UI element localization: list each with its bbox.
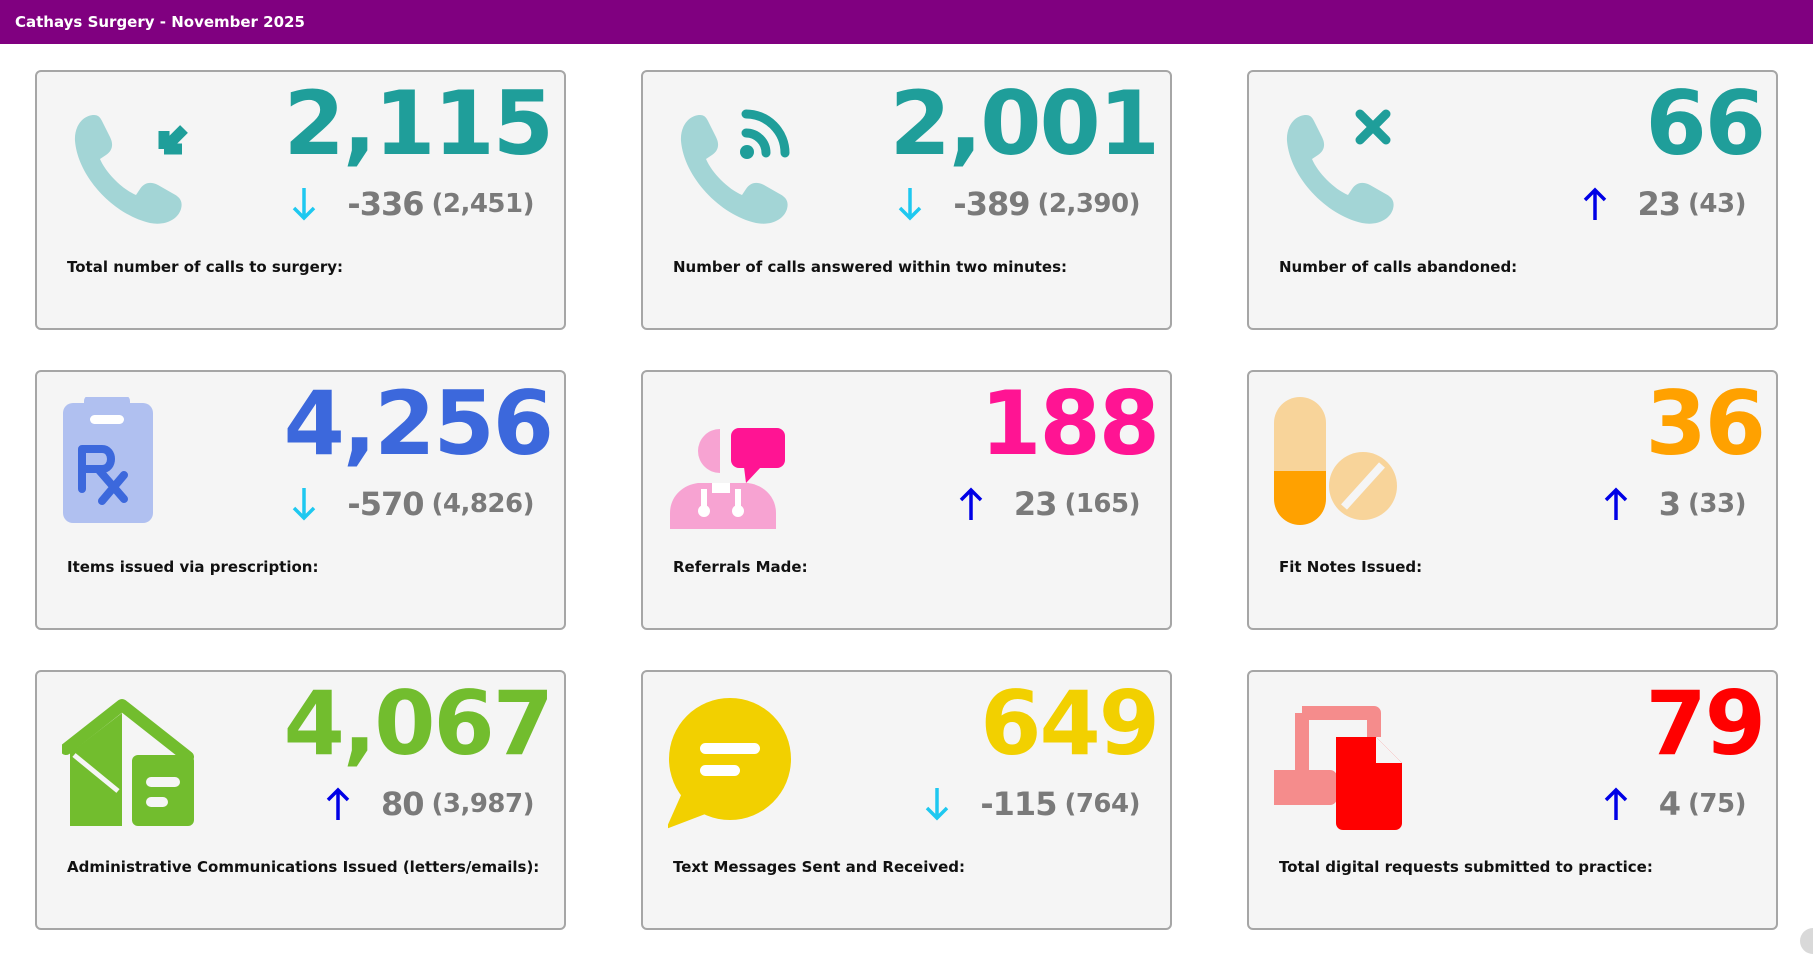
arrow-up-icon [323, 784, 353, 824]
kpi-value: 79 [1645, 672, 1766, 775]
kpi-delta: 23 [1637, 185, 1682, 223]
kpi-value: 2,001 [889, 72, 1160, 175]
arrow-down-icon [895, 184, 925, 224]
kpi-delta: 3 [1658, 485, 1681, 523]
digital-document-icon [1274, 697, 1414, 837]
kpi-change: -115 (764) [922, 784, 1140, 824]
kpi-label: Text Messages Sent and Received: [673, 858, 966, 876]
kpi-previous: (2,451) [431, 189, 534, 219]
kpi-change: -570 (4,826) [289, 484, 534, 524]
kpi-change: 23 (165) [956, 484, 1140, 524]
arrow-up-icon [1601, 484, 1631, 524]
kpi-card-calls-answered: 2,001 -389 (2,390) Number of calls answe… [641, 70, 1172, 330]
kpi-value: 66 [1645, 72, 1766, 175]
kpi-label: Fit Notes Issued: [1279, 558, 1423, 576]
kpi-label: Referrals Made: [673, 558, 808, 576]
phone-incoming-icon [62, 97, 202, 237]
arrow-up-icon [956, 484, 986, 524]
kpi-label: Number of calls abandoned: [1279, 258, 1518, 276]
kpi-previous: (764) [1064, 789, 1140, 819]
kpi-value: 188 [980, 372, 1160, 475]
report-title: Cathays Surgery - November 2025 [15, 13, 305, 31]
arrow-down-icon [289, 184, 319, 224]
kpi-delta: -570 [347, 485, 424, 523]
kpi-card-referrals: 188 23 (165) Referrals Made: [641, 370, 1172, 630]
kpi-card-text-messages: 649 -115 (764) Text Messages Sent and Re… [641, 670, 1172, 930]
kpi-change: 3 (33) [1601, 484, 1746, 524]
kpi-change: 80 (3,987) [323, 784, 534, 824]
arrow-up-icon [1601, 784, 1631, 824]
kpi-label: Total digital requests submitted to prac… [1279, 858, 1653, 876]
kpi-label: Total number of calls to surgery: [67, 258, 344, 276]
arrow-up-icon [1580, 184, 1610, 224]
scroll-handle[interactable] [1800, 928, 1813, 954]
mail-house-icon [62, 697, 202, 837]
kpi-card-fit-notes: 36 3 (33) Fit Notes Issued: [1247, 370, 1778, 630]
kpi-card-calls-abandoned: 66 23 (43) Number of calls abandoned: [1247, 70, 1778, 330]
kpi-value: 36 [1645, 372, 1766, 475]
kpi-previous: (4,826) [431, 489, 534, 519]
arrow-down-icon [289, 484, 319, 524]
report-header: Cathays Surgery - November 2025 [0, 0, 1813, 44]
kpi-change: 4 (75) [1601, 784, 1746, 824]
kpi-previous: (33) [1688, 489, 1746, 519]
kpi-card-total-calls: 2,115 -336 (2,451) Total number of calls… [35, 70, 566, 330]
kpi-previous: (3,987) [431, 789, 534, 819]
phone-answered-icon [668, 97, 808, 237]
kpi-value: 4,256 [283, 372, 554, 475]
kpi-delta: -389 [953, 185, 1030, 223]
kpi-previous: (75) [1688, 789, 1746, 819]
kpi-delta: -336 [347, 185, 424, 223]
kpi-value: 4,067 [283, 672, 554, 775]
kpi-label: Items issued via prescription: [67, 558, 319, 576]
kpi-label: Administrative Communications Issued (le… [67, 858, 540, 876]
kpi-previous: (2,390) [1037, 189, 1140, 219]
kpi-previous: (43) [1688, 189, 1746, 219]
kpi-change: -336 (2,451) [289, 184, 534, 224]
pills-icon [1274, 397, 1414, 537]
kpi-card-prescriptions: 4,256 -570 (4,826) Items issued via pres… [35, 370, 566, 630]
kpi-change: 23 (43) [1580, 184, 1746, 224]
kpi-delta: -115 [980, 785, 1057, 823]
kpi-previous: (165) [1064, 489, 1140, 519]
kpi-delta: 23 [1013, 485, 1058, 523]
kpi-label: Number of calls answered within two minu… [673, 258, 1068, 276]
arrow-down-icon [922, 784, 952, 824]
kpi-delta: 4 [1658, 785, 1681, 823]
kpi-value: 2,115 [283, 72, 554, 175]
chat-bubble-icon [668, 697, 808, 837]
prescription-icon [62, 397, 202, 537]
kpi-delta: 80 [380, 785, 425, 823]
kpi-card-digital-requests: 79 4 (75) Total digital requests submitt… [1247, 670, 1778, 930]
kpi-value: 649 [980, 672, 1160, 775]
kpi-card-admin-comms: 4,067 80 (3,987) Administrative Communic… [35, 670, 566, 930]
doctor-referral-icon [668, 397, 808, 537]
phone-abandoned-icon [1274, 97, 1414, 237]
kpi-change: -389 (2,390) [895, 184, 1140, 224]
